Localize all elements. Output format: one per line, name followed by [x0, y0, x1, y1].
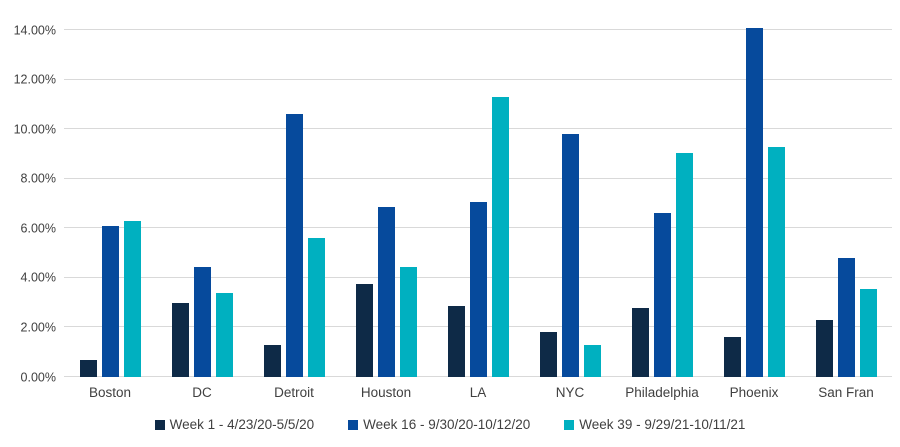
- bar: [171, 302, 189, 377]
- bar: [355, 284, 373, 377]
- legend-label-week1: Week 1 - 4/23/20-5/5/20: [169, 417, 315, 432]
- bar: [859, 289, 877, 377]
- y-axis-tick-label: 2.00%: [20, 320, 56, 335]
- x-axis-label: Boston: [88, 385, 132, 400]
- bar-group-nyc: [524, 30, 616, 377]
- x-axis-label: Phoenix: [729, 385, 779, 400]
- y-axis-tick-label: 12.00%: [13, 72, 56, 87]
- bar-group-la: [432, 30, 524, 377]
- x-axis-label: DC: [192, 385, 212, 400]
- gridline: [64, 128, 892, 130]
- bar: [193, 266, 211, 377]
- bar: [123, 220, 141, 377]
- bar-group-detroit: [248, 30, 340, 377]
- legend: Week 1 - 4/23/20-5/5/20 Week 16 - 9/30/2…: [0, 417, 900, 432]
- bar: [653, 213, 671, 377]
- bar: [263, 344, 281, 377]
- bar: [561, 134, 579, 377]
- bar-group-san-fran: [800, 30, 892, 377]
- plot-area: [64, 27, 892, 377]
- bar-group-houston: [340, 30, 432, 377]
- y-axis-tick-label: 0.00%: [20, 369, 56, 384]
- bar: [491, 96, 509, 377]
- gridline: [64, 78, 892, 80]
- x-axis-label: San Fran: [818, 385, 874, 400]
- bar: [101, 225, 119, 377]
- y-axis-tick-label: 14.00%: [13, 22, 56, 37]
- y-axis-tick-label: 4.00%: [20, 270, 56, 285]
- y-axis-tick-label: 8.00%: [20, 171, 56, 186]
- x-axis-labels: Boston DC Detroit Houston LA NYC Philadelphia P…: [64, 385, 892, 400]
- bar: [631, 307, 649, 377]
- bar: [399, 266, 417, 377]
- bar: [215, 292, 233, 377]
- legend-marker-week1: [154, 419, 165, 430]
- bar: [745, 27, 763, 377]
- legend-item-week1: Week 1 - 4/23/20-5/5/20: [154, 417, 315, 432]
- legend-marker-week39: [564, 419, 575, 430]
- bar: [837, 258, 855, 377]
- gridline: [64, 29, 892, 30]
- bar: [675, 152, 693, 377]
- bar: [539, 332, 557, 377]
- bar: [377, 207, 395, 377]
- legend-item-week16: Week 16 - 9/30/20-10/12/20: [348, 417, 530, 432]
- legend-label-week39: Week 39 - 9/29/21-10/11/21: [579, 417, 746, 432]
- x-axis-label: LA: [469, 385, 487, 400]
- bar: [307, 238, 325, 377]
- bar: [285, 114, 303, 377]
- bar-groups: [64, 27, 892, 377]
- bar-group-phoenix: [708, 27, 800, 377]
- bar-group-philadelphia: [616, 30, 708, 377]
- bar: [469, 202, 487, 377]
- bar: [79, 359, 97, 377]
- x-axis-label: NYC: [555, 385, 585, 400]
- x-axis-label: Houston: [360, 385, 412, 400]
- bar-group-boston: [64, 30, 156, 377]
- legend-label-week16: Week 16 - 9/30/20-10/12/20: [363, 417, 531, 432]
- bar: [815, 320, 833, 377]
- x-axis-label: Detroit: [274, 385, 314, 400]
- gridline: [64, 177, 892, 179]
- bar-group-dc: [156, 30, 248, 377]
- bar: [447, 306, 465, 377]
- y-axis-tick-label: 10.00%: [13, 121, 56, 136]
- x-axis-label: Philadelphia: [625, 385, 699, 400]
- bar: [583, 344, 601, 377]
- bar: [767, 146, 785, 377]
- legend-item-week39: Week 39 - 9/29/21-10/11/21: [564, 417, 745, 432]
- y-axis-tick-labels: 0.00% 2.00% 4.00% 6.00% 8.00% 10.00% 12.00% 14.…: [0, 24, 56, 383]
- bar: [723, 337, 741, 377]
- y-axis-tick-label: 6.00%: [20, 221, 56, 236]
- legend-marker-week16: [348, 419, 359, 430]
